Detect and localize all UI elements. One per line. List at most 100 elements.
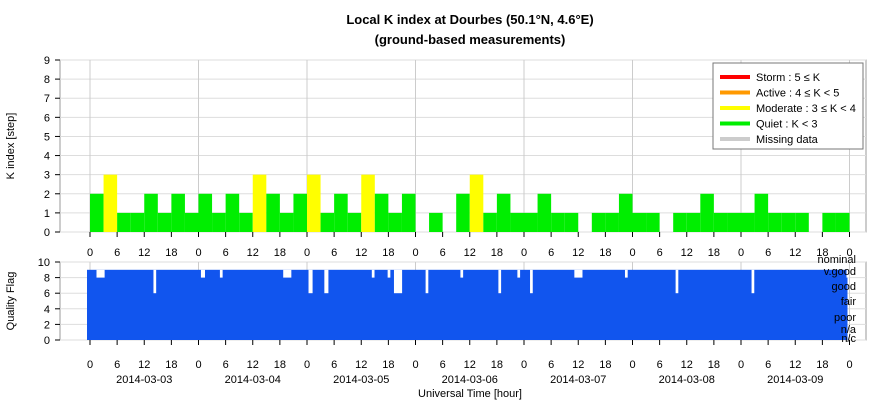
k-y-tick-label: 9: [44, 55, 50, 67]
k-y-tick-label: 3: [44, 170, 50, 182]
k-x-tick-label: 12: [138, 247, 150, 259]
k-y-tick-label: 1: [44, 208, 50, 220]
quality-dip: [498, 269, 502, 294]
k-x-tick-label: 18: [491, 247, 503, 259]
k-index-bar: [279, 212, 294, 232]
legend-label: Moderate : 3 ≤ K < 4: [756, 103, 856, 115]
quality-x-tick-label: 0: [304, 359, 310, 371]
k-index-bar: [130, 212, 145, 232]
k-index-bar: [754, 193, 769, 232]
k-x-tick-label: 0: [846, 247, 852, 259]
quality-x-tick-label: 18: [274, 359, 286, 371]
quality-level-label: fair: [841, 296, 857, 308]
k-index-bar: [686, 212, 701, 232]
quality-x-tick-label: 6: [657, 359, 663, 371]
quality-x-tick-label: 18: [816, 359, 828, 371]
date-label: 2014-03-09: [767, 374, 823, 386]
quality-x-tick-label: 0: [412, 359, 418, 371]
k-index-x-ticks: 0 6 12 18 0 6 12 18 0 6 12 18 0 6 12 18 0 6 12 18 0 6 12 18 0 6 12…: [87, 232, 853, 259]
date-label: 2014-03-04: [225, 374, 281, 386]
k-index-bar: [225, 193, 240, 232]
quality-x-tick-label: 12: [138, 359, 150, 371]
k-x-tick-label: 18: [165, 247, 177, 259]
quality-y-tick-label: 4: [44, 304, 50, 316]
k-index-bar: [510, 212, 524, 232]
date-label: 2014-03-03: [116, 374, 172, 386]
quality-x-tick-label: 12: [572, 359, 584, 371]
quality-dip: [751, 269, 755, 294]
k-x-tick-label: 6: [440, 247, 446, 259]
quality-dip: [574, 269, 583, 278]
k-index-bar: [469, 174, 484, 232]
quality-level-label: v.good: [824, 266, 856, 278]
k-index-bar: [157, 212, 172, 232]
k-index-bar: [456, 193, 470, 232]
k-index-bar: [198, 193, 213, 232]
k-y-tick-label: 2: [44, 189, 50, 201]
quality-x-tick-label: 0: [846, 359, 852, 371]
k-x-tick-label: 18: [816, 247, 828, 259]
k-index-bar: [184, 212, 199, 232]
k-x-tick-label: 0: [738, 247, 744, 259]
quality-x-tick-label: 0: [521, 359, 527, 371]
legend-items: Storm : 5 ≤ K Active : 4 ≤ K < 5 Moderate …: [720, 72, 856, 146]
quality-x-tick-label: 6: [440, 359, 446, 371]
k-x-tick-label: 12: [681, 247, 693, 259]
k-index-bar: [293, 193, 307, 232]
quality-x-tick-label: 12: [247, 359, 259, 371]
quality-y-tick-label: 10: [38, 257, 50, 269]
k-index-bar: [524, 212, 538, 232]
k-x-tick-label: 12: [572, 247, 584, 259]
quality-area-fill: [87, 269, 848, 340]
k-x-tick-label: 6: [657, 247, 663, 259]
k-y-tick-label: 5: [44, 131, 50, 143]
k-x-tick-label: 0: [304, 247, 310, 259]
k-index-bar: [212, 212, 226, 232]
k-x-tick-label: 6: [223, 247, 229, 259]
k-x-tick-label: 0: [412, 247, 418, 259]
quality-x-tick-label: 0: [195, 359, 201, 371]
quality-x-tick-label: 6: [223, 359, 229, 371]
quality-dip: [219, 269, 223, 278]
k-index-bar: [374, 193, 389, 232]
k-index-bar: [768, 212, 782, 232]
quality-x-tick-label: 18: [708, 359, 720, 371]
k-x-tick-label: 0: [87, 247, 93, 259]
quality-level-label: n/a: [841, 324, 857, 336]
k-x-tick-label: 12: [789, 247, 801, 259]
k-index-y-axis-label: K index [step]: [5, 113, 17, 180]
quality-x-tick-label: 12: [681, 359, 693, 371]
quality-dip: [624, 269, 628, 278]
quality-y-tick-label: 2: [44, 319, 50, 331]
quality-y-tick-label: 0: [44, 335, 50, 347]
k-index-bar: [741, 212, 755, 232]
k-y-tick-label: 0: [44, 227, 50, 239]
quality-level-label: good: [832, 281, 856, 293]
chart-title: Local K index at Dourbes (50.1°N, 4.6°E): [346, 12, 593, 27]
k-index-bar: [822, 212, 836, 232]
quality-x-ticks: 0 6 12 18 0 6 12 18 0 6 12 18 0 6 12 18 0 6 12 18 0 6 12 18 0 6 12…: [87, 340, 853, 371]
quality-dip: [200, 269, 205, 278]
legend-label: Storm : 5 ≤ K: [756, 72, 821, 84]
date-label: 2014-03-08: [659, 374, 715, 386]
k-index-bar: [307, 174, 321, 232]
k-x-tick-label: 12: [355, 247, 367, 259]
quality-x-tick-label: 0: [629, 359, 635, 371]
k-y-tick-label: 4: [44, 151, 50, 163]
k-index-y-ticks: 0 1 2 3 4 5 6 7 8 9: [44, 55, 60, 239]
k-index-bar: [361, 174, 375, 232]
quality-dip: [324, 269, 329, 294]
k-index-bar: [90, 193, 104, 232]
quality-x-tick-label: 12: [464, 359, 476, 371]
date-label: 2014-03-05: [333, 374, 389, 386]
k-index-bar: [347, 212, 362, 232]
quality-level-label: n/c: [841, 333, 856, 345]
k-index-bar: [781, 212, 796, 232]
k-x-tick-label: 12: [247, 247, 259, 259]
k-y-tick-label: 8: [44, 74, 50, 86]
k-index-bar: [388, 212, 402, 232]
k-index-bar: [537, 193, 552, 232]
